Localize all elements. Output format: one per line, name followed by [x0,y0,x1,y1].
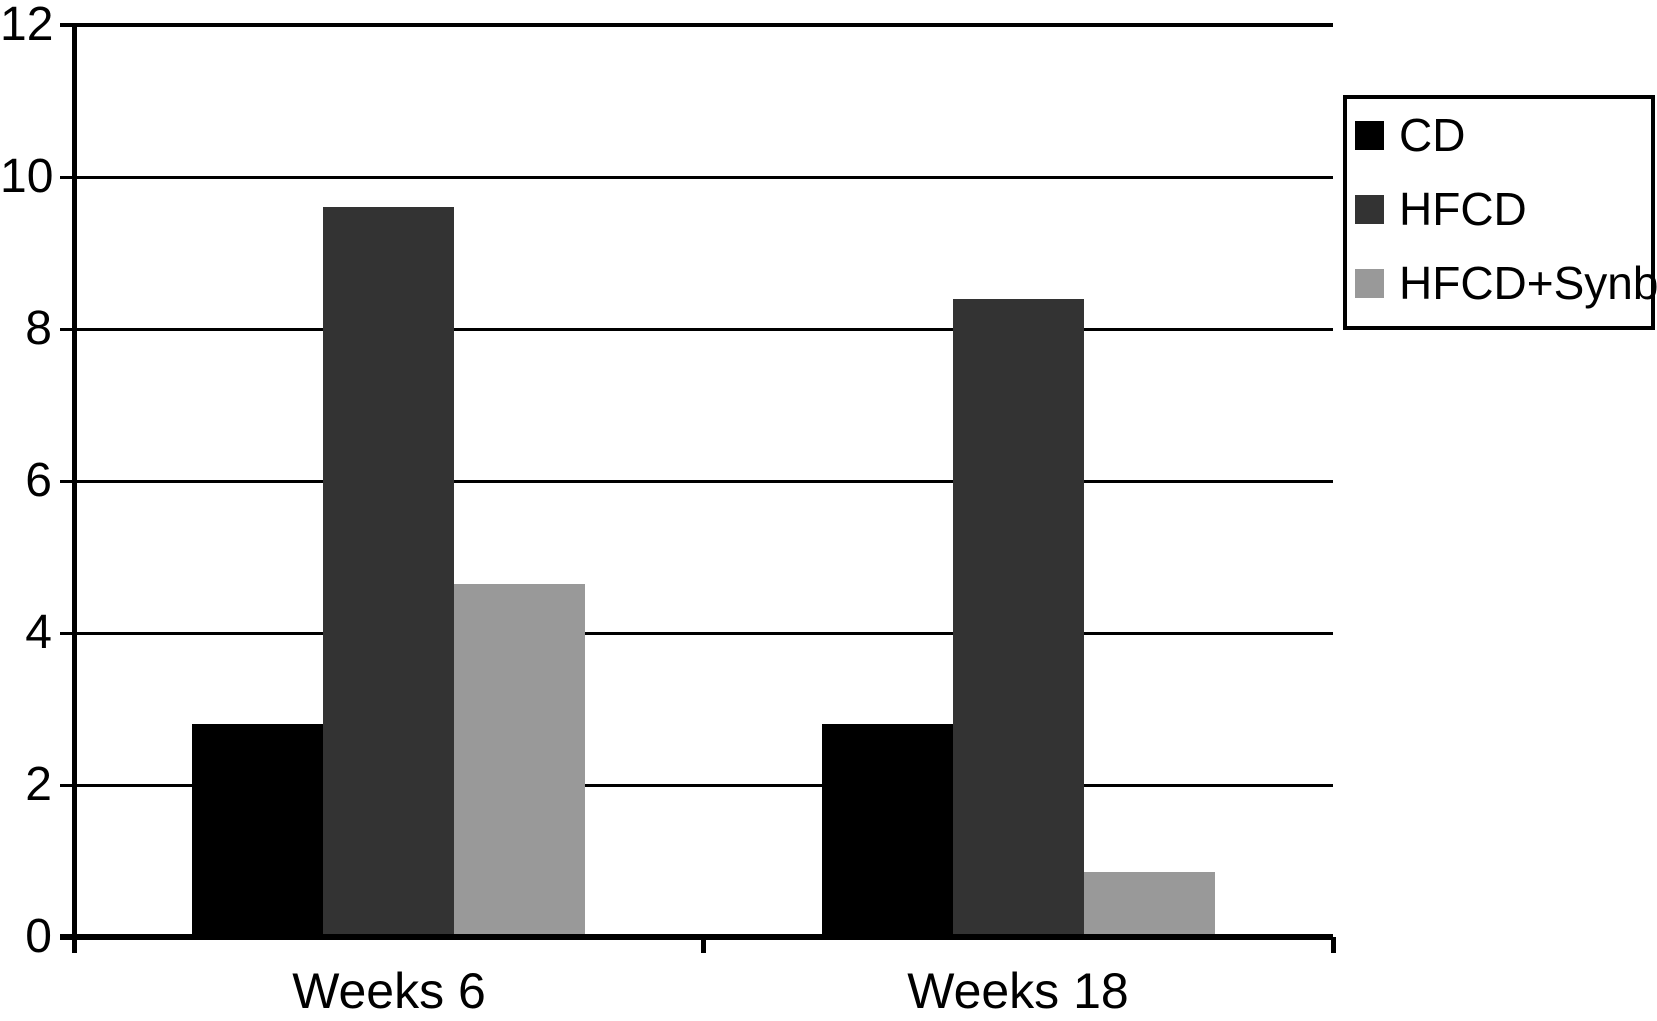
legend-entry-hfcd-synb: HFCD+Synb [1355,259,1657,307]
bar-hfcd-synb-weeks-18 [1084,872,1215,937]
y-tick-label-2: 2 [25,758,52,811]
legend-label-hfcd: HFCD [1399,183,1527,235]
legend-swatch-cd-icon [1355,120,1384,150]
x-axis-tick-1 [701,937,706,953]
legend-entry-hfcd: HFCD [1355,185,1651,233]
bar-hfcd-synb-weeks-6 [454,584,585,937]
x-axis-tick-2 [1331,937,1336,953]
legend-label-hfcd-synb: HFCD+Synb [1399,257,1657,309]
bar-cd-weeks-18 [822,724,953,937]
y-tick-label-8: 8 [25,302,52,355]
x-axis-tick-0 [72,937,77,953]
bar-cd-weeks-6 [192,724,323,937]
legend: CD HFCD HFCD+Synb [1343,95,1657,330]
legend-label-cd: CD [1399,109,1466,161]
gridline-y-10 [60,176,1333,179]
gridline-y-12 [60,23,1333,27]
gridline-y-4 [60,632,1333,635]
y-axis-line [72,25,77,953]
y-tick-label-0: 0 [25,910,52,963]
y-tick-label-10: 10 [0,150,54,203]
gridline-y-2 [60,784,1333,787]
x-category-label-weeks-6: Weeks 6 [292,963,486,1019]
bar-hfcd-weeks-6 [323,207,454,937]
x-category-label-weeks-18: Weeks 18 [907,963,1129,1019]
legend-swatch-hfcd-icon [1355,194,1384,224]
y-tick-label-12: 12 [0,0,54,51]
gridline-y-6 [60,480,1333,483]
gridline-y-8 [60,328,1333,331]
legend-swatch-hfcd-synb-icon [1355,268,1384,298]
y-tick-label-6: 6 [25,454,52,507]
gridline-y-0 [60,934,1333,940]
bar-hfcd-weeks-18 [953,299,1084,937]
y-tick-label-4: 4 [25,606,52,659]
legend-entry-cd: CD [1355,111,1651,159]
